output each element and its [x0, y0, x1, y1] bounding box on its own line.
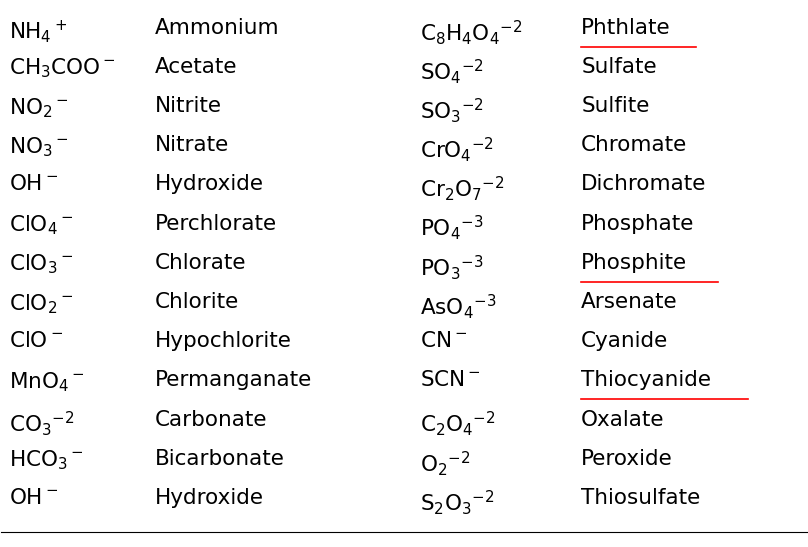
Text: ClO$^-$: ClO$^-$ [10, 331, 64, 351]
Text: Hydroxide: Hydroxide [154, 174, 263, 194]
Text: CN$^-$: CN$^-$ [420, 331, 467, 351]
Text: SCN$^-$: SCN$^-$ [420, 370, 481, 391]
Text: Carbonate: Carbonate [154, 410, 267, 429]
Text: Ammonium: Ammonium [154, 18, 279, 38]
Text: Oxalate: Oxalate [581, 410, 665, 429]
Text: ClO$_4$$^-$: ClO$_4$$^-$ [10, 214, 74, 237]
Text: NO$_3$$^-$: NO$_3$$^-$ [10, 135, 69, 159]
Text: ClO$_3$$^-$: ClO$_3$$^-$ [10, 253, 74, 276]
Text: Phthlate: Phthlate [581, 18, 671, 38]
Text: Permanganate: Permanganate [154, 370, 312, 391]
Text: Hydroxide: Hydroxide [154, 488, 263, 508]
Text: Chlorite: Chlorite [154, 292, 238, 312]
Text: Thiosulfate: Thiosulfate [581, 488, 701, 508]
Text: Chromate: Chromate [581, 135, 688, 155]
Text: S$_2$O$_3$$^{-2}$: S$_2$O$_3$$^{-2}$ [420, 488, 494, 517]
Text: Hypochlorite: Hypochlorite [154, 331, 291, 351]
Text: Thiocyanide: Thiocyanide [581, 370, 711, 391]
Text: MnO$_4$$^-$: MnO$_4$$^-$ [10, 370, 85, 394]
Text: CrO$_4$$^{-2}$: CrO$_4$$^{-2}$ [420, 135, 494, 164]
Text: CO$_3$$^{-2}$: CO$_3$$^{-2}$ [10, 410, 74, 438]
Text: Arsenate: Arsenate [581, 292, 678, 312]
Text: C$_8$H$_4$O$_4$$^{-2}$: C$_8$H$_4$O$_4$$^{-2}$ [420, 18, 522, 46]
Text: O$_2$$^{-2}$: O$_2$$^{-2}$ [420, 449, 470, 478]
Text: PO$_3$$^{-3}$: PO$_3$$^{-3}$ [420, 253, 483, 282]
Text: Sulfite: Sulfite [581, 96, 650, 116]
Text: Peroxide: Peroxide [581, 449, 673, 469]
Text: CH$_3$COO$^-$: CH$_3$COO$^-$ [10, 57, 116, 80]
Text: Acetate: Acetate [154, 57, 237, 77]
Text: Chlorate: Chlorate [154, 253, 246, 273]
Text: SO$_3$$^{-2}$: SO$_3$$^{-2}$ [420, 96, 484, 125]
Text: PO$_4$$^{-3}$: PO$_4$$^{-3}$ [420, 214, 483, 242]
Text: Bicarbonate: Bicarbonate [154, 449, 284, 469]
Text: Dichromate: Dichromate [581, 174, 706, 194]
Text: ClO$_2$$^-$: ClO$_2$$^-$ [10, 292, 74, 316]
Text: OH$^-$: OH$^-$ [10, 174, 59, 194]
Text: SO$_4$$^{-2}$: SO$_4$$^{-2}$ [420, 57, 484, 86]
Text: AsO$_4$$^{-3}$: AsO$_4$$^{-3}$ [420, 292, 496, 321]
Text: Nitrite: Nitrite [154, 96, 221, 116]
Text: Sulfate: Sulfate [581, 57, 657, 77]
Text: Perchlorate: Perchlorate [154, 214, 276, 234]
Text: HCO$_3$$^-$: HCO$_3$$^-$ [10, 449, 84, 473]
Text: Cyanide: Cyanide [581, 331, 668, 351]
Text: Cr$_2$O$_7$$^{-2}$: Cr$_2$O$_7$$^{-2}$ [420, 174, 504, 203]
Text: Phosphate: Phosphate [581, 214, 695, 234]
Text: NH$_4$$^+$: NH$_4$$^+$ [10, 18, 68, 45]
Text: Phosphite: Phosphite [581, 253, 688, 273]
Text: NO$_2$$^-$: NO$_2$$^-$ [10, 96, 69, 120]
Text: C$_2$O$_4$$^{-2}$: C$_2$O$_4$$^{-2}$ [420, 410, 496, 438]
Text: Nitrate: Nitrate [154, 135, 229, 155]
Text: OH$^-$: OH$^-$ [10, 488, 59, 508]
